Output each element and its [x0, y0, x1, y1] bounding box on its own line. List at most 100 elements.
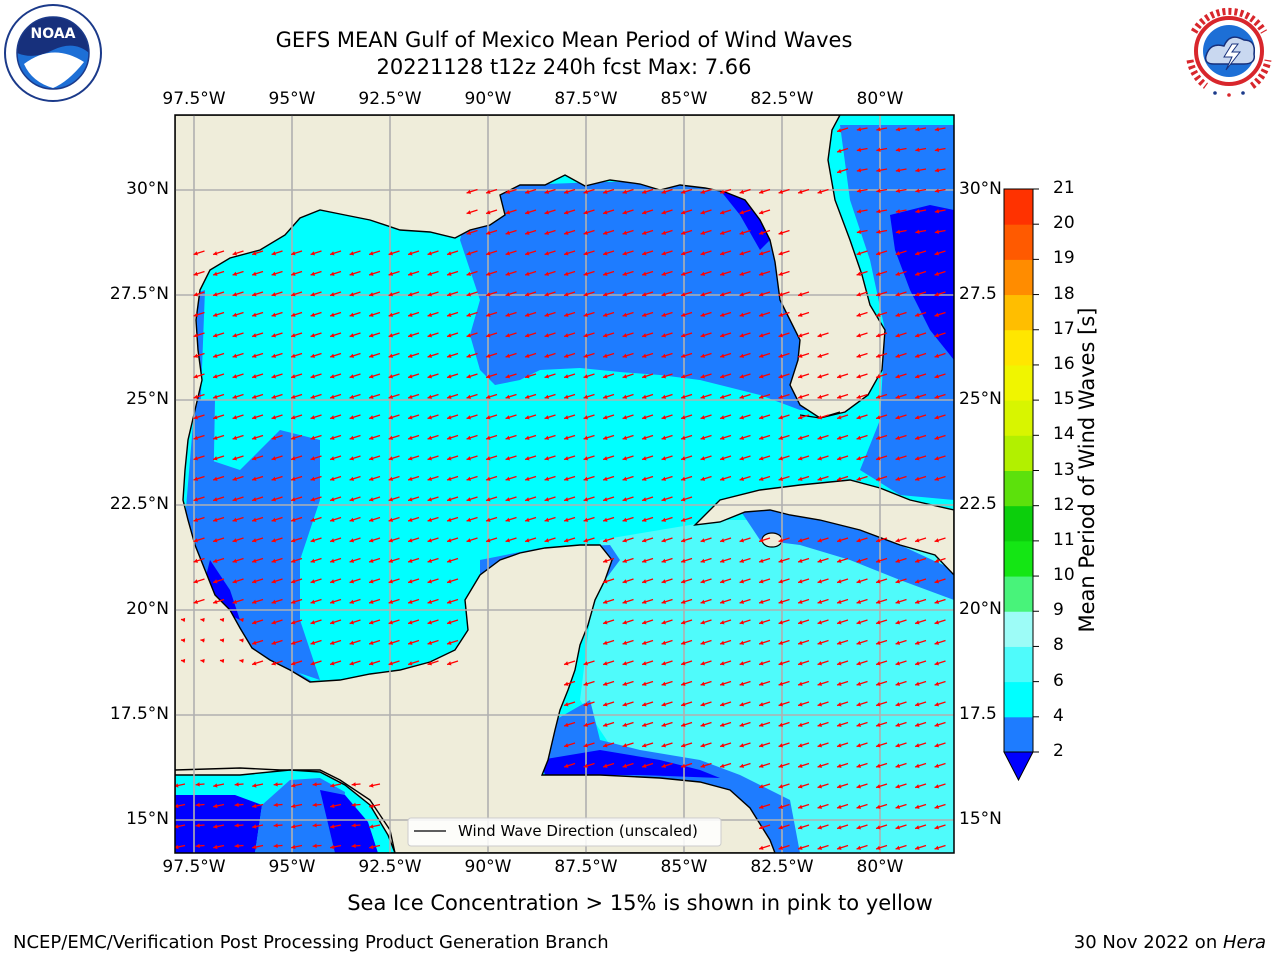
wind-arrow-head	[330, 333, 335, 338]
wind-arrow-head	[759, 456, 764, 461]
wind-arrow-head	[895, 804, 900, 809]
wind-arrow-head	[525, 210, 530, 215]
lon-label-bottom: 92.5°W	[358, 857, 422, 877]
wind-arrow-head	[700, 702, 705, 707]
wind-arrow-head	[759, 210, 764, 215]
wind-arrow-head	[720, 558, 725, 563]
wind-arrow-head	[798, 681, 803, 686]
wind-arrow-head	[876, 456, 881, 461]
wind-arrow-head	[856, 435, 861, 440]
lon-label-bottom: 90°W	[464, 857, 512, 877]
wind-arrow-head	[330, 497, 335, 502]
colorbar-tick-label: 9	[1053, 600, 1064, 621]
wind-arrow-head	[934, 147, 940, 152]
wind-arrow-head	[895, 825, 900, 830]
footer-host: Hera	[1222, 932, 1266, 953]
wind-arrow-head	[273, 782, 278, 787]
wind-arrow-head	[934, 681, 939, 686]
wind-arrow-head	[661, 456, 666, 461]
wind-arrow-head	[778, 374, 783, 379]
wind-arrow-head	[934, 292, 939, 297]
wind-arrow-head	[232, 251, 237, 256]
wind-arrow-head	[310, 312, 315, 317]
wind-arrow-head	[369, 353, 374, 358]
colorbar-tick-label: 18	[1053, 283, 1075, 304]
wind-arrow-head	[720, 189, 725, 194]
wind-arrow-head	[351, 782, 356, 787]
wind-arrow-head	[661, 374, 666, 379]
wind-arrow-head	[837, 538, 842, 543]
wind-arrow-head	[466, 312, 471, 317]
wind-arrow-head	[252, 599, 257, 604]
wind-arrow-head	[720, 722, 725, 727]
wind-arrow-head	[232, 333, 237, 338]
wind-arrow-head	[700, 189, 705, 194]
wind-arrow-head	[700, 251, 705, 256]
wind-arrow-head	[291, 415, 296, 420]
wind-arrow-head	[252, 435, 257, 440]
wind-arrow-head	[252, 374, 257, 379]
wind-arrow-head	[837, 435, 842, 440]
wind-arrow-head	[252, 476, 257, 481]
wind-arrow-head	[681, 333, 686, 338]
wind-arrow-head	[271, 476, 276, 481]
wind-arrow-head	[720, 333, 725, 338]
wind-arrow-head	[798, 394, 803, 399]
wind-arrow-head	[934, 333, 939, 338]
wind-arrow-head	[817, 456, 822, 461]
wind-arrow-head	[856, 251, 861, 256]
wind-arrow-head	[915, 558, 920, 563]
wind-arrow-head	[720, 661, 725, 666]
wind-arrow-head	[351, 802, 356, 808]
wind-arrow-head	[369, 415, 374, 420]
wind-arrow-head	[330, 844, 335, 850]
wind-arrow-head	[876, 763, 881, 768]
lon-label-bottom: 80°W	[856, 857, 904, 877]
wind-arrow-head	[219, 658, 225, 664]
wind-arrow-head	[934, 579, 939, 584]
wind-arrow-head	[837, 702, 842, 707]
wind-arrow-head	[330, 271, 335, 276]
wind-arrow-head	[447, 517, 452, 522]
wind-arrow-head	[915, 147, 920, 152]
wind-arrow-head	[759, 558, 764, 563]
wind-arrow-head	[193, 333, 198, 338]
wind-arrow-head	[544, 435, 549, 440]
wind-arrow-head	[739, 251, 744, 256]
wind-arrow-head	[642, 251, 647, 256]
wind-arrow-head	[817, 681, 822, 686]
nws-logo	[1180, 2, 1278, 100]
wind-arrow-head	[200, 658, 205, 664]
wind-arrow-head	[310, 538, 315, 543]
wind-arrow-head	[349, 538, 354, 543]
wind-arrow-head	[798, 333, 803, 338]
wind-arrow-head	[213, 456, 218, 461]
wind-arrow-head	[837, 743, 842, 748]
wind-arrow-head	[232, 517, 237, 522]
wind-arrow-head	[466, 271, 471, 276]
wind-arrow-head	[700, 661, 705, 666]
wind-arrow-head	[505, 476, 510, 481]
wind-arrow-head	[291, 844, 296, 850]
wind-arrow-head	[486, 374, 491, 379]
wind-arrow-head	[759, 845, 764, 850]
wind-arrow-head	[895, 456, 900, 461]
wind-arrow-head	[271, 292, 276, 297]
wind-arrow-head	[564, 456, 569, 461]
wind-arrow-head	[856, 188, 862, 193]
wind-arrow-head	[349, 456, 354, 461]
wind-arrow-head	[681, 415, 686, 420]
wind-arrow-head	[700, 333, 705, 338]
wind-arrow-head	[291, 394, 296, 399]
wind-arrow-head	[525, 394, 530, 399]
colorbar-tick-label: 13	[1053, 459, 1075, 480]
wind-arrow-head	[622, 640, 627, 645]
wind-arrow-head	[759, 681, 764, 686]
wind-arrow-head	[856, 312, 861, 317]
wind-arrow-head	[369, 558, 374, 563]
wind-arrow-head	[408, 640, 413, 645]
wind-arrow-head	[466, 394, 471, 399]
wind-arrow-head	[915, 702, 920, 707]
wind-arrow-head	[661, 702, 666, 707]
wind-arrow-head	[427, 374, 432, 379]
